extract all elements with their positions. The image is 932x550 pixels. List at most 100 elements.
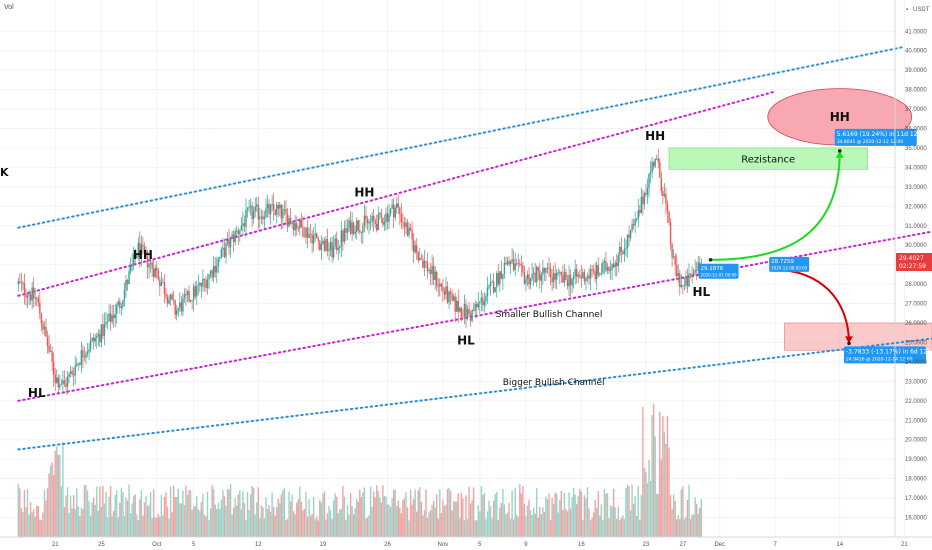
candle-body (582, 272, 584, 279)
projection-start-date: 2020-12-08 00:00 (771, 265, 808, 270)
volume-bar (296, 502, 298, 537)
volume-bar (123, 516, 126, 537)
annotations: HH HH HH HL HL HL Smaller Bullish Channel Bigge… (28, 110, 850, 400)
volume-bar (669, 494, 672, 537)
volume-bar (183, 504, 186, 537)
volume-bar (263, 518, 266, 537)
volume-bar (569, 508, 572, 537)
volume-bar (323, 491, 326, 537)
volume-bar (322, 493, 324, 537)
candle-body (566, 279, 569, 287)
volume-bar (629, 510, 632, 537)
candle-body (422, 259, 424, 268)
candle-body (382, 217, 384, 225)
volume-bar (180, 503, 183, 537)
volume-bar (431, 504, 433, 537)
candle-body (571, 278, 573, 286)
volume-bar (691, 514, 693, 537)
candle-body (654, 158, 656, 167)
candle-body (40, 314, 43, 324)
volume-bar (571, 496, 573, 537)
candle-body (392, 204, 395, 218)
projection-arrowhead (845, 336, 853, 344)
volume-bar (277, 498, 279, 537)
volume-bar (108, 496, 110, 537)
candle-body (231, 234, 233, 238)
price-tick-label: 40.0000 (905, 49, 927, 55)
candle-body (292, 222, 295, 231)
candle-body (66, 376, 69, 387)
volume-bar (154, 517, 156, 537)
volume-bar (176, 497, 178, 537)
time-tick-label: Nov (438, 542, 449, 548)
candle-body (268, 203, 270, 215)
candle-body (186, 291, 189, 296)
price-tick-label: 25.0000 (905, 340, 927, 346)
candle-body (677, 273, 679, 277)
volume-bar (388, 504, 390, 537)
volume-bar (572, 487, 575, 537)
candle-body (68, 373, 70, 377)
volume-bar (40, 520, 43, 537)
volume-bar (403, 498, 406, 537)
volume-bar (291, 494, 293, 537)
candle-body (603, 261, 606, 264)
price-tick-label: 41.0000 (905, 29, 927, 35)
volume-bar (94, 504, 96, 537)
projection-end-dot (847, 341, 851, 346)
volume-bar (142, 515, 144, 537)
volume-bar (529, 510, 532, 537)
candle-body (636, 218, 638, 220)
volume-bar (97, 510, 99, 537)
time-tick-label: 27 (680, 542, 687, 548)
candle-body (212, 265, 215, 278)
price-badge[interactable]: 29.4027 02:27:59 (896, 253, 932, 271)
volume-bar (685, 516, 687, 537)
volume-bar (543, 511, 546, 537)
volume-bar (186, 494, 189, 537)
volume-bar (160, 494, 163, 537)
candle-body (329, 241, 332, 250)
candle-body (363, 215, 366, 226)
time-tick-label: 21 (52, 542, 59, 548)
candle-body (400, 214, 403, 223)
volume-bar (539, 506, 541, 537)
volume-bar (619, 520, 621, 537)
candle-body (220, 249, 223, 258)
candle-body (662, 191, 664, 196)
volume-bar (509, 518, 512, 537)
candle-body (492, 281, 495, 293)
candle-body (549, 268, 552, 278)
volume-bar (514, 487, 516, 537)
candle-body (423, 261, 426, 268)
candle-body (665, 193, 667, 204)
candle-body (365, 215, 367, 220)
volume-bar (99, 486, 101, 537)
time-axis[interactable]: 2125Oct5121926Nov59162327Dec7142128 (52, 542, 932, 548)
candle-body (643, 192, 646, 205)
candle-body (102, 324, 104, 337)
candle-body (354, 231, 356, 234)
projection-start-box (769, 256, 810, 272)
candle-body (149, 262, 152, 264)
candle-body (216, 266, 218, 273)
candle-body (80, 350, 83, 365)
volume-bar (62, 442, 64, 537)
candle-body (474, 304, 476, 311)
candle-body (434, 271, 436, 281)
candle-body (483, 301, 486, 306)
volume-bar (657, 493, 659, 537)
candle-body (336, 238, 338, 250)
candle-body (448, 291, 450, 303)
candle-body (357, 220, 359, 231)
candle-body (511, 259, 513, 262)
volume-bar (420, 501, 423, 537)
volume-bar (531, 515, 533, 537)
candle-body (145, 251, 147, 253)
candle-body (436, 271, 438, 287)
volume-bar (576, 504, 578, 537)
candle-body (612, 264, 615, 268)
candle-body (297, 228, 299, 230)
